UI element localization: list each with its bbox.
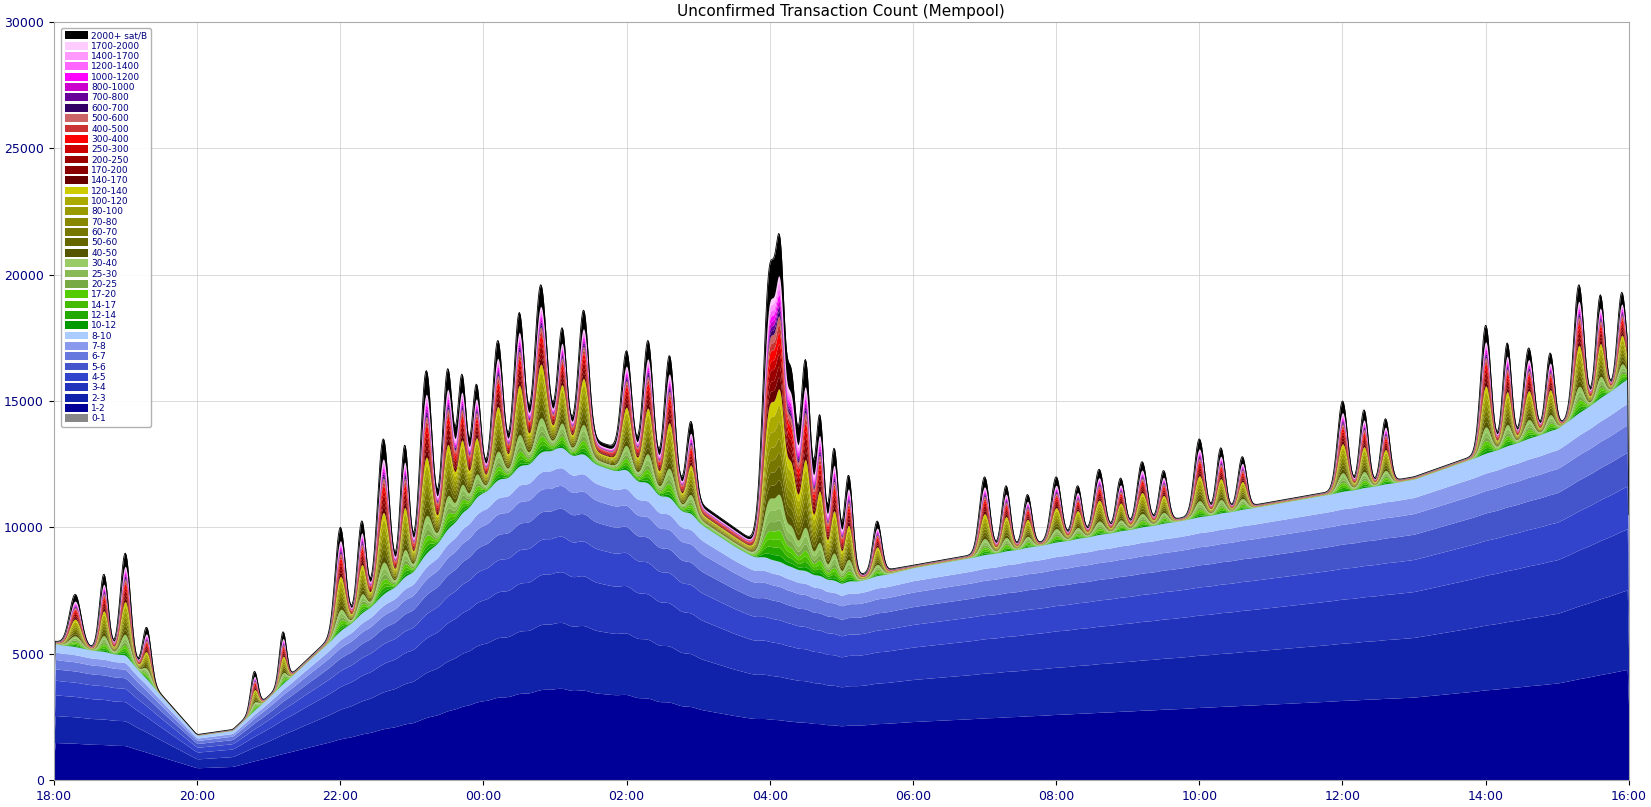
Title: Unconfirmed Transaction Count (Mempool): Unconfirmed Transaction Count (Mempool) bbox=[677, 4, 1005, 19]
Legend: 2000+ sat/B, 1700-2000, 1400-1700, 1200-1400, 1000-1200, 800-1000, 700-800, 600-: 2000+ sat/B, 1700-2000, 1400-1700, 1200-… bbox=[61, 27, 150, 427]
